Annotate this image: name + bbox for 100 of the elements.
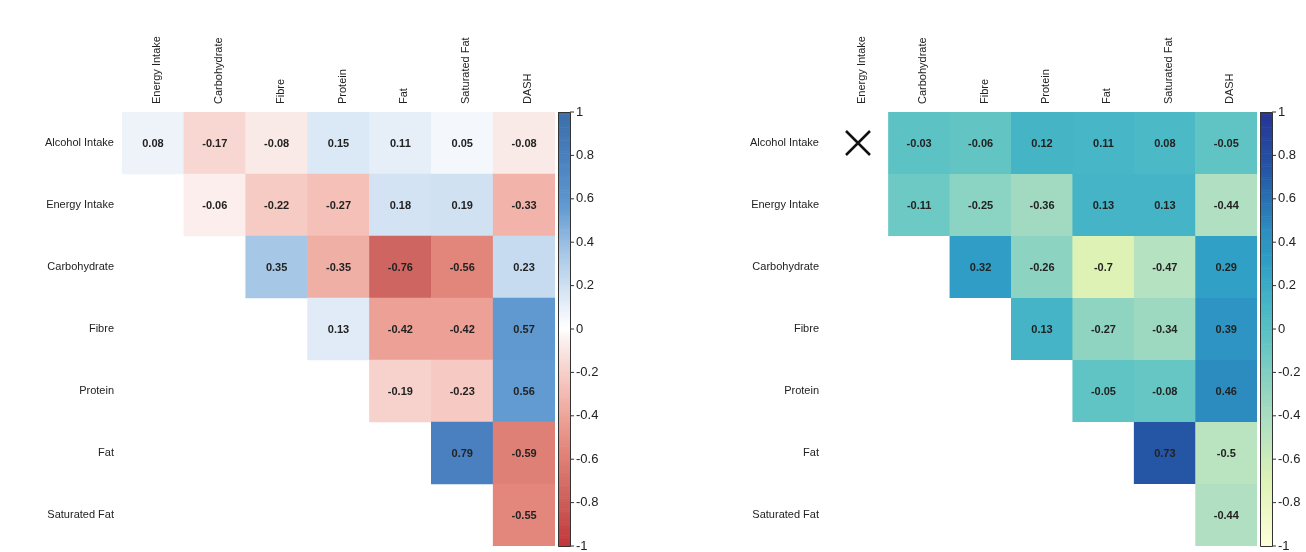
data-label: -0.56 [449, 261, 475, 274]
data-label: -0.17 [202, 137, 228, 150]
color-bar-label: 0.8 [1278, 146, 1297, 162]
y-tick-label: Fat [98, 446, 114, 459]
data-label: -0.27 [1090, 323, 1116, 336]
data-label: -0.42 [387, 323, 413, 336]
data-label: 0.13 [327, 323, 350, 336]
color-bar-label: 0.4 [576, 233, 595, 249]
data-label: -0.27 [325, 199, 352, 212]
data-label: -0.06 [968, 137, 994, 150]
data-label: -0.42 [449, 323, 475, 336]
data-label: 0.11 [1093, 137, 1114, 150]
y-tick-label: Fibre [88, 322, 114, 335]
x-tick-label: Fibre [273, 78, 286, 104]
color-bar-label: -1 [576, 537, 588, 552]
x-tick-label: Fat [1100, 88, 1113, 104]
color-bar-label: 0.2 [576, 277, 595, 293]
data-label: -0.08 [264, 137, 290, 150]
data-label: -0.55 [511, 509, 537, 522]
y-tick-label: Energy Intake [751, 198, 819, 211]
data-label: -0.33 [511, 199, 537, 212]
x-tick-label: Carbohydrate [916, 37, 929, 104]
data-label: -0.08 [1152, 385, 1178, 398]
data-label: 0.13 [1092, 199, 1115, 212]
data-label: 0.13 [1031, 323, 1053, 336]
data-label: -0.06 [202, 199, 228, 212]
data-label: 0.46 [1215, 385, 1237, 398]
y-tick-label: Protein [79, 384, 114, 397]
data-label: -0.5 [1216, 447, 1236, 460]
color-bar-label: 0 [1278, 320, 1286, 336]
data-label: -0.03 [906, 137, 932, 150]
data-label: 0.29 [1215, 261, 1237, 274]
data-label: -0.47 [1152, 261, 1178, 274]
data-label: 0.13 [1154, 199, 1176, 212]
color-bar-label: 0.6 [576, 190, 595, 206]
data-label: 0.11 [389, 137, 411, 150]
color-bar-label: 1 [1278, 103, 1286, 119]
y-tick-label: Saturated Fat [47, 508, 114, 521]
data-label: -0.34 [1152, 323, 1179, 336]
color-bar-label: 0.4 [1278, 233, 1297, 249]
x-tick-label: Saturated Fat [1161, 37, 1174, 104]
data-label: -0.26 [1029, 261, 1055, 274]
y-tick-label: Energy Intake [46, 198, 114, 211]
data-label: 0.05 [451, 137, 473, 150]
color-bar-label: -1 [1278, 537, 1290, 552]
color-bar-label: -0.2 [1278, 363, 1301, 379]
color-bar-label: -0.8 [1278, 494, 1301, 510]
color-bar-label: 0.6 [1278, 190, 1297, 206]
data-label: -0.19 [387, 385, 413, 398]
x-tick-label: Protein [1039, 69, 1052, 104]
data-label: -0.11 [906, 199, 932, 212]
data-label: -0.44 [1213, 199, 1240, 212]
data-label: 0.56 [513, 385, 535, 398]
data-label: 0.79 [451, 447, 473, 460]
data-label: -0.25 [968, 199, 994, 212]
data-label: 0.15 [327, 137, 350, 150]
color-bar-label: -0.6 [576, 450, 599, 466]
x-tick-label: Fibre [977, 78, 990, 104]
x-tick-label: Energy Intake [149, 36, 162, 104]
y-tick-label: Alcohol Intake [44, 136, 114, 149]
color-bar-label: 0 [576, 320, 584, 336]
x-tick-label: Energy Intake [854, 36, 867, 104]
color-bar-label: -0.4 [576, 407, 599, 423]
data-label: -0.59 [511, 447, 537, 460]
data-label: 0.19 [451, 199, 473, 212]
color-bar-label: -0.4 [1278, 407, 1301, 423]
y-tick-label: Fibre [793, 322, 819, 335]
y-tick-label: Carbohydrate [752, 260, 819, 273]
data-label: 0.35 [265, 261, 288, 274]
y-tick-label: Saturated Fat [752, 508, 819, 521]
color-bar-label: -0.2 [576, 363, 599, 379]
data-label: -0.35 [325, 261, 352, 274]
color-bar-label: 0.8 [576, 146, 595, 162]
y-tick-label: Protein [784, 384, 819, 397]
x-tick-label: DASH [521, 73, 534, 104]
x-tick-label: Protein [335, 69, 348, 104]
y-tick-label: Alcohol Intake [749, 136, 819, 149]
data-label: 0.08 [1154, 137, 1176, 150]
x-tick-label: Saturated Fat [459, 37, 472, 104]
color-bar-label: -0.6 [1278, 450, 1301, 466]
data-label: 0.73 [1154, 447, 1176, 460]
data-label: -0.76 [387, 261, 413, 274]
data-label: 0.39 [1215, 323, 1237, 336]
data-label: 0.12 [1031, 137, 1053, 150]
data-label: -0.05 [1090, 385, 1116, 398]
data-label: -0.44 [1213, 509, 1240, 522]
data-label: 0.08 [142, 137, 164, 150]
data-label: 0.32 [969, 261, 992, 274]
color-bar-label: -0.8 [576, 494, 599, 510]
y-tick-label: Fat [803, 446, 819, 459]
data-label: -0.05 [1213, 137, 1239, 150]
y-tick-label: Carbohydrate [47, 260, 114, 273]
data-label: -0.08 [511, 137, 537, 150]
data-label: -0.22 [264, 199, 290, 212]
x-tick-label: Carbohydrate [211, 37, 224, 104]
data-label: 0.23 [513, 261, 535, 274]
data-label: -0.23 [449, 385, 475, 398]
color-bar-label: 0.2 [1278, 277, 1297, 293]
data-label: -0.36 [1029, 199, 1055, 212]
color-bar-label: 1 [576, 103, 584, 119]
